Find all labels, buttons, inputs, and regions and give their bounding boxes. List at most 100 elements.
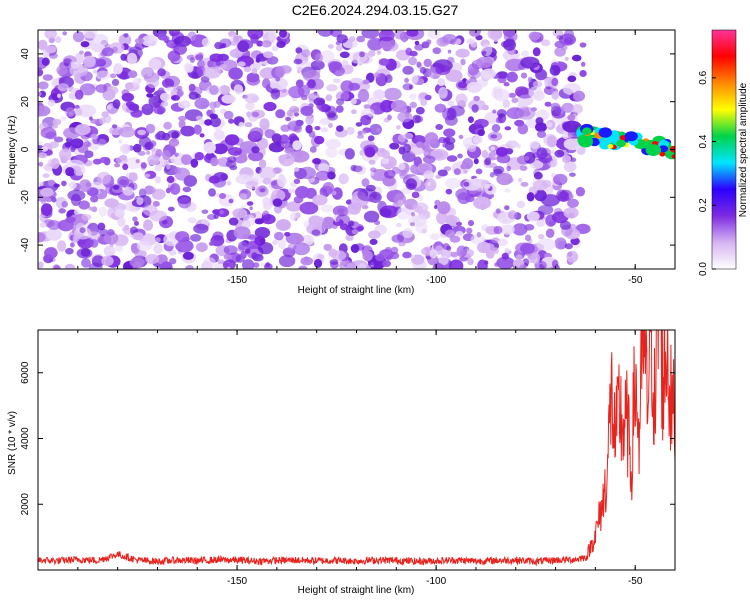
heatmap-noise-cell: [244, 93, 259, 104]
heatmap-noise-cell: [103, 231, 119, 245]
heatmap-noise-cell: [493, 225, 503, 235]
heatmap-noise-cell: [289, 150, 310, 163]
heatmap-noise-cell: [309, 146, 317, 153]
heatmap-noise-cell: [571, 104, 583, 114]
heatmap-noise-cell: [416, 61, 422, 68]
heatmap-noise-cell: [544, 101, 552, 107]
heatmap-noise-cell: [356, 134, 365, 139]
heatmap-noise-cell: [351, 229, 359, 235]
heatmap-noise-cell: [188, 91, 199, 100]
heatmap-noise-cell: [344, 148, 355, 160]
heatmap-noise-cell: [195, 115, 203, 121]
heatmap-noise-cell: [196, 66, 206, 77]
snr-y-tick-label: 4000: [20, 427, 31, 450]
heatmap-noise-cell: [132, 261, 142, 269]
heatmap-noise-cell: [134, 221, 139, 226]
heatmap-noise-cell: [380, 99, 394, 113]
heatmap-noise-cell: [328, 248, 338, 258]
heatmap-noise-cell: [313, 258, 323, 268]
heatmap-noise-cell: [368, 230, 381, 239]
heatmap-noise-cell: [97, 222, 106, 231]
heatmap-noise-cell: [271, 189, 286, 202]
heatmap-noise-cell: [487, 30, 503, 41]
heatmap-noise-cell: [359, 51, 365, 58]
snr-background: [38, 330, 675, 570]
heatmap-noise-cell: [370, 167, 377, 172]
heatmap-noise-cell: [549, 65, 561, 76]
heatmap-noise-cell: [403, 143, 411, 153]
heatmap-noise-cell: [356, 35, 366, 43]
heatmap-noise-cell: [209, 113, 218, 120]
heatmap-noise-cell: [38, 105, 51, 117]
heatmap-noise-cell: [92, 69, 98, 74]
heatmap-noise-cell: [118, 34, 132, 46]
heatmap-noise-cell: [292, 140, 302, 151]
heatmap-noise-cell: [481, 149, 489, 158]
heatmap-noise-cell: [455, 48, 470, 58]
heatmap-noise-cell: [422, 155, 436, 164]
heatmap-noise-cell: [573, 90, 586, 102]
heatmap-noise-cell: [559, 220, 571, 230]
heatmap-noise-cell: [57, 83, 69, 92]
heatmap-noise-cell: [209, 241, 214, 246]
heatmap-noise-cell: [237, 61, 246, 67]
heatmap-noise-cell: [395, 222, 402, 228]
heatmap-noise-cell: [95, 70, 111, 80]
heatmap-noise-cell: [294, 167, 300, 172]
heatmap-noise-cell: [437, 78, 446, 86]
heatmap-noise-cell: [483, 243, 495, 253]
heatmap-signal-cell: [582, 127, 592, 135]
heatmap-noise-cell: [564, 243, 573, 250]
heatmap-noise-cell: [258, 242, 274, 255]
heatmap-noise-cell: [295, 47, 303, 54]
heatmap-noise-cell: [138, 188, 147, 198]
heatmap-noise-cell: [496, 256, 515, 269]
heatmap-noise-cell: [190, 56, 195, 64]
heatmap-noise-cell: [367, 50, 376, 57]
heatmap-noise-cell: [57, 240, 67, 252]
heatmap-noise-cell: [175, 239, 194, 253]
heatmap-noise-cell: [536, 238, 556, 251]
heatmap-noise-cell: [188, 83, 196, 92]
heatmap-noise-cell: [362, 79, 370, 85]
heatmap-noise-cell: [288, 133, 298, 143]
heatmap-noise-cell: [147, 154, 160, 166]
heatmap-noise-cell: [534, 189, 547, 202]
heatmap-noise-cell: [154, 237, 161, 243]
heatmap-noise-cell: [194, 152, 205, 161]
heatmap-noise-cell: [166, 175, 175, 184]
heatmap-noise-cell: [40, 127, 57, 139]
spectrogram-y-tick-label: 20: [20, 96, 31, 108]
heatmap-noise-cell: [301, 49, 311, 58]
heatmap-noise-cell: [134, 249, 147, 258]
snr-x-tick-label: -50: [628, 576, 643, 587]
heatmap-noise-cell: [447, 100, 455, 107]
heatmap-noise-cell: [444, 229, 456, 238]
heatmap-noise-cell: [169, 258, 177, 265]
heatmap-noise-cell: [43, 219, 55, 228]
colorbar-tick-label: 0.0: [698, 262, 709, 276]
heatmap-noise-cell: [178, 115, 187, 122]
heatmap-noise-cell: [161, 219, 168, 225]
heatmap-noise-cell: [551, 259, 559, 268]
heatmap-noise-cell: [429, 249, 438, 259]
heatmap-noise-cell: [174, 166, 182, 175]
heatmap-noise-cell: [380, 157, 390, 165]
heatmap-noise-cell: [467, 116, 474, 123]
heatmap-noise-cell: [373, 72, 381, 78]
heatmap-noise-cell: [320, 127, 329, 133]
heatmap-noise-cell: [363, 210, 380, 223]
heatmap-noise-cell: [339, 51, 350, 59]
heatmap-noise-cell: [51, 196, 57, 203]
heatmap-noise-cell: [321, 216, 336, 229]
heatmap-noise-cell: [500, 224, 515, 235]
heatmap-noise-cell: [120, 53, 127, 61]
heatmap-noise-cell: [408, 93, 417, 100]
heatmap-noise-cell: [223, 245, 238, 255]
heatmap-noise-cell: [497, 75, 507, 84]
heatmap-noise-cell: [506, 165, 512, 172]
heatmap-noise-cell: [460, 163, 467, 170]
snr-y-tick-label: 2000: [20, 493, 31, 516]
heatmap-noise-cell: [385, 74, 393, 83]
heatmap-noise-cell: [406, 30, 419, 37]
